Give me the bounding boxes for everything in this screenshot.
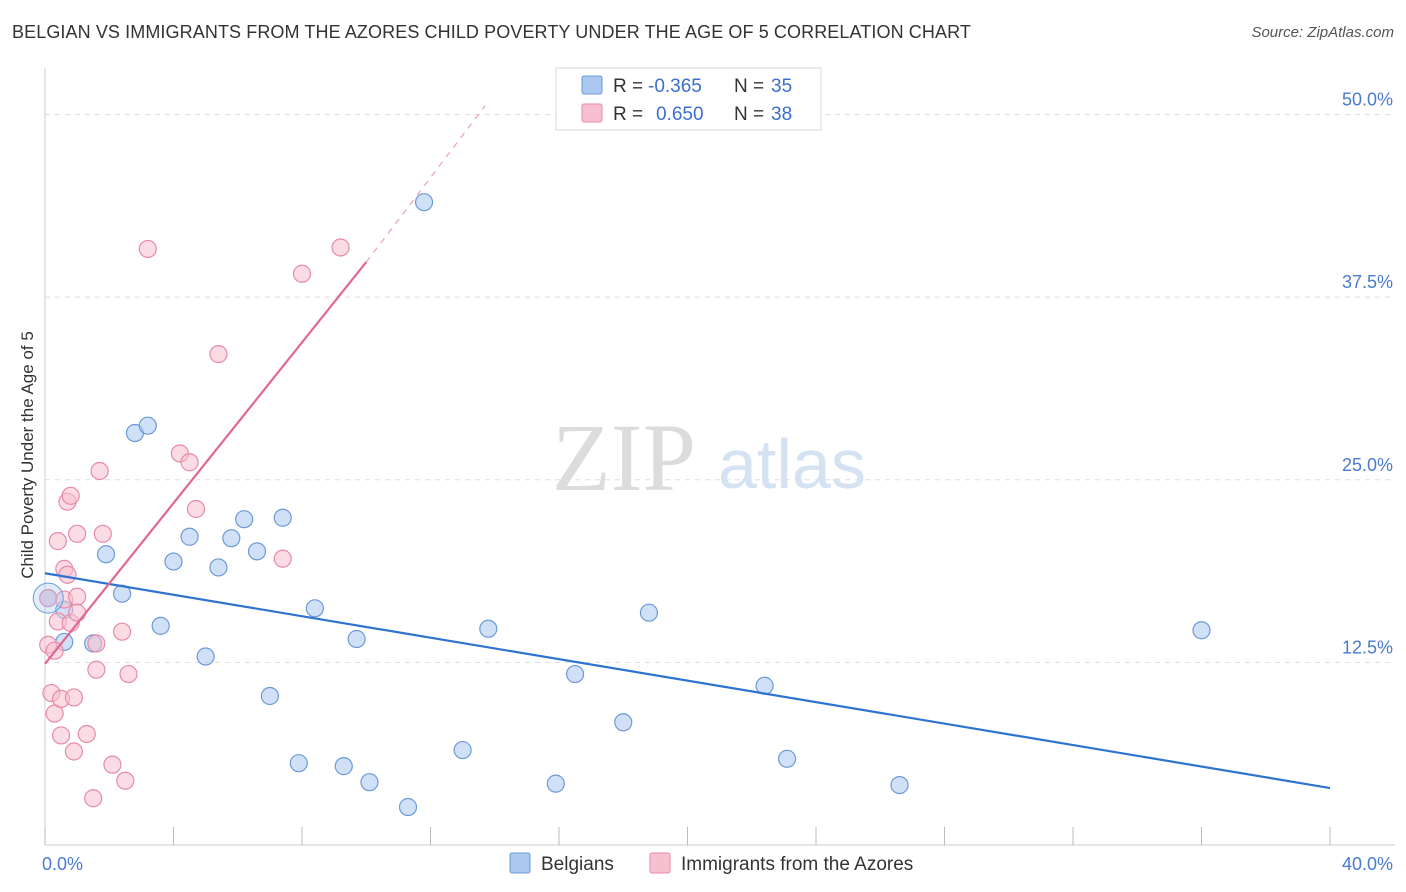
legend-n-label-2: N = xyxy=(734,104,764,125)
azores-point xyxy=(180,453,199,472)
bottom-legend-swatch-azores xyxy=(649,852,671,874)
belgians-point xyxy=(1192,621,1211,640)
belgians-point xyxy=(209,558,228,577)
belgians-point xyxy=(247,542,267,561)
azores-point xyxy=(90,461,109,481)
x-tick-label-min: 0.0% xyxy=(42,854,83,874)
x-tick-label-max: 40.0% xyxy=(1342,854,1393,874)
azores-point xyxy=(87,634,106,653)
belgians-point xyxy=(890,776,909,795)
y-axis-label: Child Poverty Under the Age of 5 xyxy=(18,331,37,579)
legend-n-value-2: 38 xyxy=(771,104,792,125)
azores-point xyxy=(68,587,87,606)
y-tick-label: 50.0% xyxy=(1342,90,1393,110)
azores-point xyxy=(119,664,138,684)
watermark-atlas: atlas xyxy=(718,425,866,503)
belgians-point xyxy=(334,757,353,776)
azores-point xyxy=(77,724,96,744)
azores-point xyxy=(292,264,312,283)
y-tick-label: 37.5% xyxy=(1342,272,1393,292)
legend-swatch-azores xyxy=(581,103,603,123)
bottom-legend-swatch-belgians xyxy=(509,852,531,874)
belgians-point xyxy=(196,647,215,666)
y-tick-label: 25.0% xyxy=(1342,455,1393,475)
azores-point xyxy=(112,622,132,641)
watermark-zip: ZIP xyxy=(552,404,696,511)
azores-point xyxy=(103,755,122,774)
series-legend: Belgians Immigrants from the Azores xyxy=(509,852,913,875)
azores-point xyxy=(209,345,228,364)
belgians-point xyxy=(565,664,585,684)
azores-point xyxy=(64,742,84,761)
legend-r-label-2: R = xyxy=(613,104,643,125)
chart-title: BELGIAN VS IMMIGRANTS FROM THE AZORES CH… xyxy=(12,22,971,42)
bottom-legend-belgians: Belgians xyxy=(541,854,614,875)
source-label: Source: ZipAtlas.com xyxy=(1251,24,1394,41)
azores-point xyxy=(61,486,80,505)
azores-point xyxy=(64,688,84,707)
azores-trend-extension xyxy=(365,105,486,263)
legend-r-label-1: R = xyxy=(613,76,643,97)
belgians-point xyxy=(260,686,279,706)
azores-point xyxy=(58,565,77,584)
belgians-point xyxy=(453,740,472,760)
belgians-point xyxy=(222,529,241,548)
legend-r-value-2: 0.650 xyxy=(656,104,704,125)
azores-point xyxy=(51,726,71,745)
belgians-trend-line xyxy=(44,572,1331,790)
belgians-point xyxy=(164,552,183,571)
belgians-point xyxy=(347,629,366,649)
belgians-point xyxy=(546,774,565,793)
azores-point xyxy=(186,499,206,519)
belgians-point xyxy=(289,754,308,773)
belgians-cluster-point xyxy=(32,582,64,614)
azores-point xyxy=(87,660,106,679)
legend-r-value-1: -0.365 xyxy=(648,76,702,97)
belgians-point xyxy=(777,749,797,768)
legend-n-label-1: N = xyxy=(734,76,764,97)
azores-point xyxy=(116,771,135,790)
belgians-point xyxy=(180,527,199,546)
belgians-point xyxy=(639,603,659,622)
bottom-legend-azores: Immigrants from the Azores xyxy=(681,854,913,875)
azores-trend-line xyxy=(44,261,368,665)
azores-point xyxy=(93,524,112,543)
belgians-point xyxy=(398,797,418,817)
belgians-point xyxy=(235,510,254,529)
azores-point xyxy=(331,238,350,257)
axes-layer: 0.0% 40.0% xyxy=(42,68,1395,874)
correlation-legend: R = -0.365 N = 35 R = 0.650 N = 38 xyxy=(555,67,822,131)
belgians-point xyxy=(96,545,116,564)
legend-n-value-1: 35 xyxy=(771,76,792,97)
azores-point xyxy=(68,603,87,622)
belgians-point xyxy=(151,616,170,635)
azores-point xyxy=(68,524,87,543)
azores-point xyxy=(273,549,292,568)
legend-swatch-belgians xyxy=(581,75,603,95)
belgians-point xyxy=(360,773,379,792)
belgians-point xyxy=(414,193,434,212)
belgians-point xyxy=(305,599,324,618)
azores-point xyxy=(138,239,157,259)
azores-point xyxy=(48,532,67,551)
belgians-point xyxy=(138,416,157,435)
belgians-point xyxy=(273,508,292,527)
belgians-point xyxy=(614,713,633,732)
watermark: ZIP atlas xyxy=(552,404,866,511)
grid-layer: 12.5% 25.0% 37.5% 50.0% xyxy=(45,90,1395,663)
trend-layer xyxy=(44,105,1331,790)
y-tick-label: 12.5% xyxy=(1342,637,1393,657)
azores-point xyxy=(84,789,103,808)
belgians-point xyxy=(479,619,498,638)
